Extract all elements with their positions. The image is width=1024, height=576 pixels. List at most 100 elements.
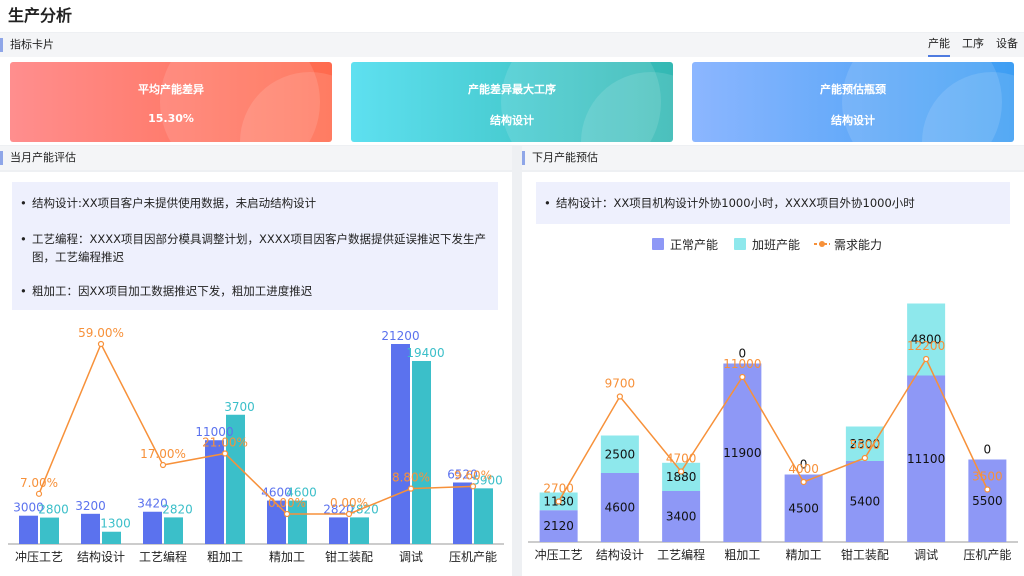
current-month-notes: 结构设计:XX项目客户未提供使用数据，未启动结构设计 工艺编程：XXXX项目因部… [12,182,498,310]
bar-series2 [164,517,183,544]
bar-label-series2: 2820 [162,502,193,516]
demand-point-label: 3500 [972,470,1003,484]
bar-normal-capacity [539,510,578,542]
line-point [469,483,477,490]
x-tick-label: 冲压工艺 [15,549,63,564]
bar-series1 [391,344,410,544]
note-item: 结构设计：XX项目机构设计外协1000小时，XXXX项目外协1000小时 [544,194,1000,212]
demand-point [555,498,562,505]
demand-point [678,468,685,475]
tab-equipment[interactable]: 设备 [996,37,1018,50]
bar-label-overtime: 0 [800,458,808,472]
line-point [407,485,415,492]
x-tick-label: 调试 [399,549,423,564]
bar-series1 [329,517,348,544]
bar-label-normal: 11900 [723,446,761,460]
bar-label-series2: 2800 [38,503,69,517]
current-month-chart: 30002800冲压工艺32001300结构设计34202820工艺编程1100… [8,326,504,564]
bar-series1 [205,440,224,544]
bar-label-overtime: 2500 [605,447,636,461]
demand-point [861,454,868,462]
current-month-title: 当月产能评估 [10,151,76,164]
bar-label-series1: 11000 [195,425,233,439]
line-point [159,461,167,469]
card-value: 15.30% [148,112,194,125]
line-point-label: 7.00% [20,476,58,490]
legend-swatch [652,238,664,250]
line-point-label: 21.00% [202,435,248,449]
line-point-label: 9.60% [454,468,492,482]
bar-normal-capacity [845,461,884,542]
bar-series2 [474,488,493,544]
demand-point-label: 4700 [666,452,697,466]
bar-label-overtime: 4800 [911,333,942,347]
card-value: 结构设计 [490,114,534,127]
legend-marker [819,241,825,247]
bar-series2 [40,517,59,544]
x-tick-label: 钳工装配 [841,548,889,562]
next-month-header: 下月产能预估 [522,146,1024,170]
bar-label-normal: 5500 [972,494,1003,508]
tab-capacity[interactable]: 产能 [928,33,950,57]
bar-label-overtime: 0 [739,347,747,361]
card-max-diff-process[interactable]: 产能差异最大工序 结构设计 [351,62,673,142]
bar-normal-capacity [784,474,823,542]
x-tick-label: 压机产能 [963,548,1011,562]
demand-point [739,373,746,381]
tab-process[interactable]: 工序 [962,37,984,50]
bar-normal-capacity [662,491,701,542]
demand-point [923,355,930,363]
demand-point-label: 9700 [605,377,636,391]
x-tick-label: 调试 [914,547,938,562]
bar-overtime-capacity [907,303,946,376]
next-month-notes: 结构设计：XX项目机构设计外协1000小时，XXXX项目外协1000小时 [536,182,1010,224]
x-tick-label: 结构设计 [596,547,644,562]
current-month-panel: 结构设计:XX项目客户未提供使用数据，未启动结构设计 工艺编程：XXXX项目因部… [0,172,512,576]
bar-normal-capacity [723,363,762,542]
line-point-label: 8.80% [392,471,430,485]
card-value: 结构设计 [831,114,875,127]
bar-label-normal: 4500 [788,501,819,515]
legend-label: 加班产能 [752,238,800,252]
bar-series1 [143,511,162,544]
demand-point [800,478,807,486]
x-tick-label: 钳工装配 [325,550,373,564]
bar-series1 [267,500,286,544]
x-tick-label: 精加工 [269,550,305,564]
card-capacity-bottleneck[interactable]: 产能预估瓶颈 结构设计 [692,62,1014,142]
note-item: 粗加工：因XX项目加工数据推迟下发，粗加工进度推迟 [20,282,488,300]
demand-point-label: 12200 [907,339,945,353]
line-point [35,490,43,497]
line-point-label: 17.00% [140,447,186,461]
note-item: 工艺编程：XXXX项目因部分模具调整计划，XXXX项目因客户数据提供延误推迟下发… [20,230,488,266]
bar-label-series2: 2820 [348,502,379,516]
indicator-cards: 平均产能差异 15.30% 产能差异最大工序 结构设计 产能预估瓶颈 结构设计 [0,57,1024,145]
x-tick-label: 冲压工艺 [535,547,583,562]
line-point-label: 0.00% [330,496,368,510]
bar-label-series2: 19400 [406,346,444,360]
bar-label-series2: 4600 [286,486,317,500]
x-tick-label: 压机产能 [449,550,497,564]
bar-label-series2: 1300 [100,517,131,531]
legend-label: 需求能力 [834,238,882,252]
bar-normal-capacity [907,375,946,542]
indicator-section-header: 指标卡片 产能 工序 设备 [0,33,1024,57]
bar-series1 [81,513,100,544]
bar-series1 [453,482,472,544]
bar-label-overtime: 0 [984,443,992,457]
page-title: 生产分析 [0,0,1024,32]
bar-series2 [102,531,121,544]
bar-label-normal: 3400 [666,510,697,524]
bar-normal-capacity [968,459,1007,542]
line-point-label: 0.00% [268,496,306,510]
legend-label: 正常产能 [670,238,718,252]
bar-label-series1: 21200 [381,329,419,343]
demand-point-label: 5600 [850,438,881,452]
card-average-capacity-diff[interactable]: 平均产能差异 15.30% [10,62,332,142]
bar-overtime-capacity [600,435,639,473]
legend-swatch [734,238,746,250]
line-point [283,510,291,518]
demand-line [557,357,989,502]
x-tick-label: 工艺编程 [139,549,187,564]
demand-point-label: 2700 [543,482,574,496]
